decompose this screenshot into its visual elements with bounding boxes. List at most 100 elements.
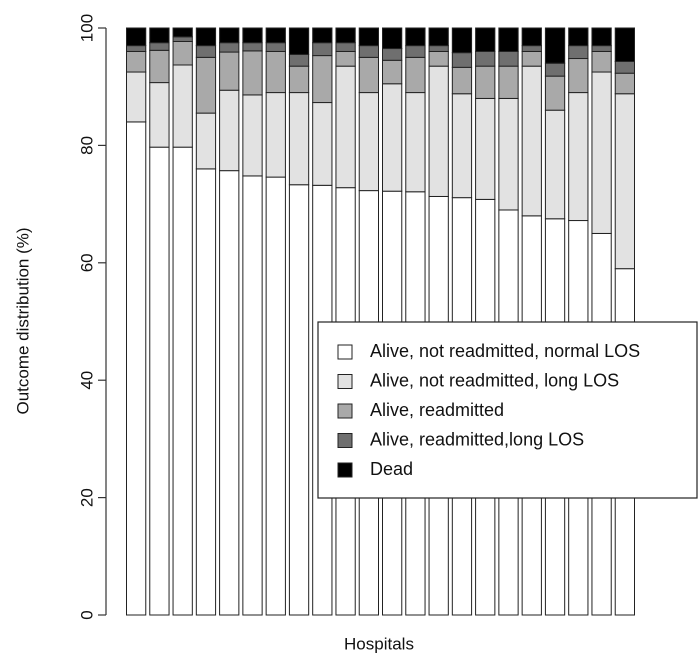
bar-segment — [475, 65, 496, 99]
bar-segment — [312, 102, 333, 186]
bar-segment — [312, 27, 333, 44]
bar-segment — [382, 59, 403, 85]
bar-segment — [242, 42, 263, 52]
bar-segment — [265, 27, 286, 44]
y-tick-label: 60 — [77, 253, 96, 272]
bar-segment — [288, 92, 310, 186]
bar-segment — [172, 41, 193, 66]
bar-segment — [126, 50, 147, 73]
bar-segment — [568, 45, 589, 60]
bar-segment — [242, 50, 263, 96]
bar-segment — [195, 112, 217, 170]
bar-segment — [405, 27, 426, 47]
bar-segment — [288, 27, 310, 55]
bar-segment — [428, 50, 449, 67]
bar-segment — [544, 62, 566, 77]
bar-segment — [335, 42, 356, 52]
y-tick-label: 20 — [77, 488, 96, 507]
legend-swatch — [337, 433, 353, 448]
bar-segment — [265, 176, 286, 616]
bar-segment — [544, 109, 566, 220]
bar-segment — [312, 42, 333, 57]
bar-segment — [405, 45, 426, 58]
bar-segment — [428, 45, 449, 52]
bar-segment — [195, 45, 217, 58]
legend-swatch — [337, 374, 353, 389]
bar-segment — [521, 50, 542, 67]
bar-segment — [219, 51, 240, 91]
y-tick-label: 0 — [77, 610, 96, 619]
bar-segment — [358, 27, 379, 47]
bar-segment — [288, 65, 310, 94]
bar-segment — [498, 50, 519, 67]
bar-segment — [219, 27, 240, 44]
bar-segment — [451, 27, 473, 54]
bar-segment — [498, 97, 519, 211]
bar-segment — [428, 27, 449, 47]
bar-segment — [451, 66, 473, 95]
bar-segment — [591, 71, 612, 234]
bar-segment — [544, 27, 566, 64]
legend-swatch — [337, 403, 353, 419]
bar-segment — [149, 49, 170, 84]
legend-label: Alive, readmitted — [370, 400, 504, 420]
bar-segment — [195, 168, 217, 616]
x-axis-label: Hospitals — [344, 634, 414, 653]
bar-segment — [614, 72, 636, 95]
bar-segment — [265, 92, 286, 178]
bar-segment — [288, 53, 310, 67]
bar-segment — [172, 36, 193, 43]
bar-segment — [591, 27, 612, 47]
bar-segment — [149, 27, 170, 44]
y-tick-label: 80 — [77, 136, 96, 155]
bar-segment — [242, 175, 263, 616]
bar-segment — [475, 97, 496, 200]
bar-segment — [288, 184, 310, 616]
bar-segment — [219, 42, 240, 53]
bar-segment — [265, 50, 286, 94]
bar-segment — [195, 27, 217, 47]
bar-segment — [498, 65, 519, 99]
bar-segment — [591, 50, 612, 73]
legend-swatch — [337, 462, 353, 478]
bar-segment — [126, 45, 147, 52]
bar-segment — [242, 27, 263, 44]
legend-label: Dead — [370, 459, 413, 479]
legend-label: Alive, not readmitted, long LOS — [370, 370, 619, 390]
bar-segment — [149, 146, 170, 616]
bar-segment — [451, 93, 473, 199]
bar-segment — [358, 92, 379, 192]
bar-segment — [568, 58, 589, 94]
bar-segment — [335, 65, 356, 189]
bar-segment — [312, 55, 333, 104]
legend-swatch — [337, 344, 353, 360]
bar-segment — [382, 48, 403, 61]
bar-segment — [591, 45, 612, 52]
bar-segment — [451, 52, 473, 68]
bar-segment — [382, 83, 403, 192]
bar-segment — [428, 65, 449, 197]
bar-segment — [172, 64, 193, 148]
bar-segment — [568, 27, 589, 47]
bar-segment — [521, 45, 542, 52]
bar-segment — [126, 71, 147, 123]
bar-segment — [219, 170, 240, 616]
y-tick-label: 40 — [77, 371, 96, 390]
bar-segment — [149, 42, 170, 51]
bar-segment — [172, 146, 193, 616]
bar-segment — [195, 56, 217, 114]
bar-segment — [149, 82, 170, 148]
legend-label: Alive, not readmitted, normal LOS — [370, 341, 640, 361]
bar-segment — [405, 56, 426, 94]
bar-segment — [521, 27, 542, 47]
bar-segment — [521, 65, 542, 217]
bar-segment — [498, 27, 519, 52]
bar-segment — [614, 27, 636, 62]
bar-segment — [335, 50, 356, 67]
bar-segment — [335, 27, 356, 44]
bar-segment — [172, 27, 193, 38]
bar-segment — [219, 89, 240, 172]
legend-label: Alive, readmitted,long LOS — [370, 429, 584, 449]
bar-segment — [405, 92, 426, 193]
